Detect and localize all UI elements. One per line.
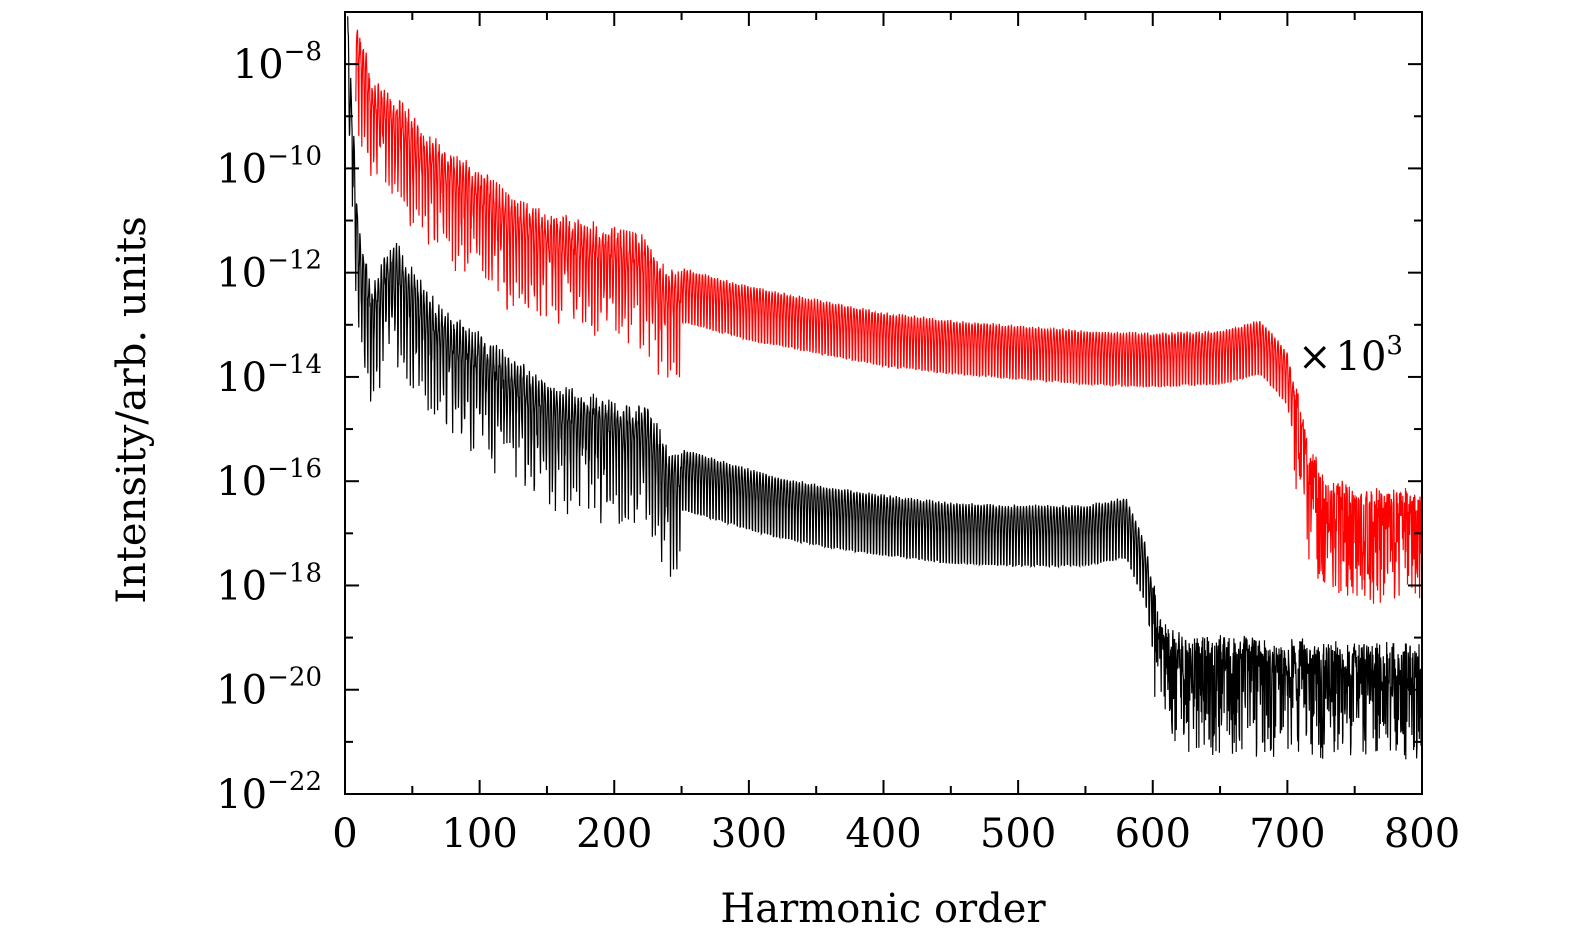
x-tick-label: 500 <box>980 811 1056 857</box>
x-axis-title: Harmonic order <box>720 886 1046 932</box>
y-tick-label: 10−8 <box>233 37 322 88</box>
y-tick-label: 10−18 <box>216 558 322 609</box>
annotation-base: 10 <box>1336 334 1387 380</box>
x-tick-label: 300 <box>711 811 787 857</box>
x-tick-label: 0 <box>332 811 357 857</box>
annotation-prefix: × <box>1298 334 1332 380</box>
x-tick-label: 700 <box>1249 811 1325 857</box>
series-line <box>355 29 1422 604</box>
y-tick-label: 10−16 <box>216 454 322 505</box>
y-tick-label: 10−22 <box>216 767 322 818</box>
series-line <box>347 16 1422 760</box>
y-tick-label: 10−14 <box>216 350 322 401</box>
scale-annotation: × 103 <box>1298 331 1403 380</box>
y-tick-label: 10−12 <box>216 246 322 297</box>
x-tick-label: 600 <box>1115 811 1191 857</box>
x-tick-label: 200 <box>576 811 652 857</box>
y-axis-title: Intensity/arb. units <box>109 216 155 603</box>
x-axis: 0 100 200 300 400 500 600 700 800 <box>332 12 1460 857</box>
x-tick-label: 400 <box>845 811 921 857</box>
y-tick-label: 10−20 <box>216 663 322 714</box>
y-tick-label: 10−10 <box>216 141 322 192</box>
y-axis: 10−8 10−10 10−12 10−14 10−16 10−18 10−20 10−22 <box>216 37 1422 818</box>
annotation-exponent: 3 <box>1386 331 1403 361</box>
x-tick-label: 800 <box>1384 811 1460 857</box>
x-tick-label: 100 <box>441 811 517 857</box>
series-layer <box>347 16 1422 760</box>
